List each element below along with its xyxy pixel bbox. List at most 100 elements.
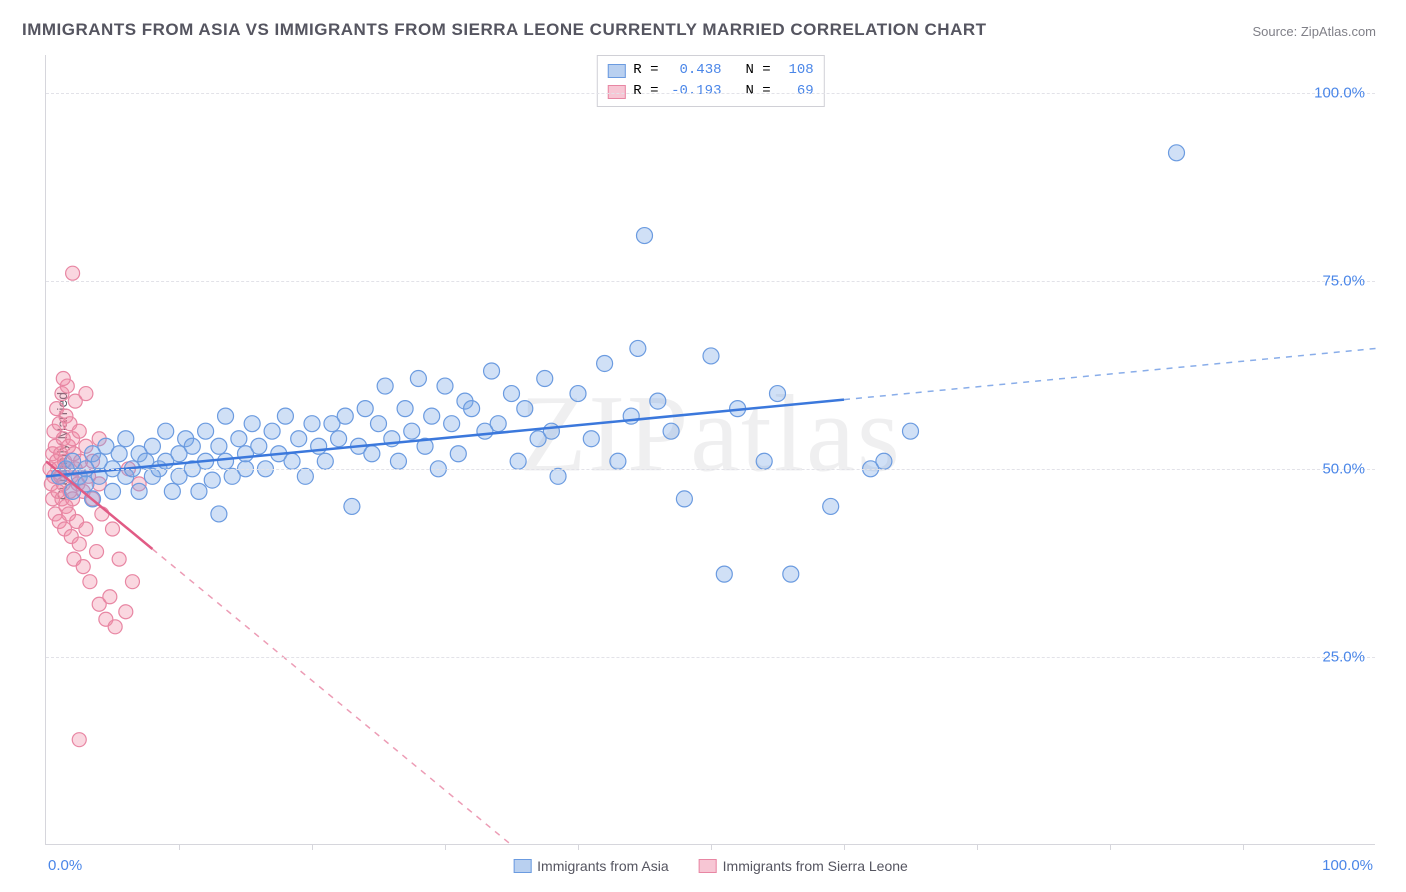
scatter-point (277, 408, 293, 424)
x-tick (179, 844, 180, 850)
y-tick-label: 25.0% (1322, 648, 1365, 665)
scatter-point (72, 424, 86, 438)
correlation-legend: R = 0.438 N = 108 R = -0.193 N = 69 (596, 55, 824, 107)
scatter-point (1169, 145, 1185, 161)
x-tick (1110, 844, 1111, 850)
scatter-point (823, 498, 839, 514)
scatter-point (79, 387, 93, 401)
scatter-point (106, 522, 120, 536)
scatter-point (703, 348, 719, 364)
scatter-point (284, 453, 300, 469)
corr-row-sierra-leone: R = -0.193 N = 69 (607, 81, 813, 102)
scatter-point (164, 483, 180, 499)
scatter-point (364, 446, 380, 462)
scatter-point (876, 453, 892, 469)
swatch-asia (607, 64, 625, 78)
scatter-point (464, 401, 480, 417)
gridline-h (46, 281, 1375, 282)
scatter-point (404, 423, 420, 439)
chart-svg (46, 55, 1375, 844)
legend-swatch-asia (513, 859, 531, 873)
swatch-sierra-leone (607, 85, 625, 99)
scatter-point (144, 438, 160, 454)
scatter-point (72, 537, 86, 551)
y-tick-label: 100.0% (1314, 84, 1365, 101)
scatter-point (95, 507, 109, 521)
n-prefix: N = (746, 60, 771, 81)
legend-item-sierra-leone: Immigrants from Sierra Leone (699, 858, 908, 874)
scatter-point (103, 590, 117, 604)
scatter-point (357, 401, 373, 417)
trend-line-dashed (844, 348, 1376, 399)
gridline-h (46, 93, 1375, 94)
scatter-point (244, 416, 260, 432)
source-label: Source: ZipAtlas.com (1252, 24, 1376, 39)
scatter-point (510, 453, 526, 469)
scatter-point (630, 340, 646, 356)
scatter-point (191, 483, 207, 499)
scatter-point (490, 416, 506, 432)
legend-item-asia: Immigrants from Asia (513, 858, 668, 874)
scatter-point (198, 423, 214, 439)
corr-row-asia: R = 0.438 N = 108 (607, 60, 813, 81)
scatter-point (204, 472, 220, 488)
scatter-point (125, 575, 139, 589)
scatter-point (304, 416, 320, 432)
scatter-point (756, 453, 772, 469)
scatter-point (390, 453, 406, 469)
scatter-point (218, 408, 234, 424)
scatter-point (317, 453, 333, 469)
r-value-sierra-leone: -0.193 (667, 81, 722, 102)
trend-line-dashed (152, 549, 511, 845)
legend-label-asia: Immigrants from Asia (537, 858, 668, 874)
scatter-point (650, 393, 666, 409)
legend-label-sierra-leone: Immigrants from Sierra Leone (723, 858, 908, 874)
scatter-point (79, 522, 93, 536)
scatter-point (550, 468, 566, 484)
scatter-point (291, 431, 307, 447)
scatter-point (72, 733, 86, 747)
scatter-point (537, 371, 553, 387)
x-tick (711, 844, 712, 850)
scatter-point (437, 378, 453, 394)
bottom-legend: Immigrants from Asia Immigrants from Sie… (513, 858, 908, 874)
gridline-h (46, 657, 1375, 658)
scatter-point (903, 423, 919, 439)
scatter-point (597, 355, 613, 371)
scatter-point (637, 228, 653, 244)
scatter-point (66, 266, 80, 280)
scatter-point (158, 423, 174, 439)
n-prefix: N = (746, 81, 771, 102)
x-start-label: 0.0% (48, 857, 82, 874)
scatter-point (450, 446, 466, 462)
x-end-label: 100.0% (1322, 857, 1373, 874)
x-tick (1243, 844, 1244, 850)
scatter-point (90, 545, 104, 559)
scatter-point (337, 408, 353, 424)
scatter-point (184, 438, 200, 454)
x-tick (578, 844, 579, 850)
scatter-point (377, 378, 393, 394)
scatter-point (484, 363, 500, 379)
gridline-h (46, 469, 1375, 470)
scatter-point (118, 431, 134, 447)
scatter-point (218, 453, 234, 469)
n-value-asia: 108 (779, 60, 814, 81)
scatter-point (112, 552, 126, 566)
scatter-plot: ZIPatlas R = 0.438 N = 108 R = -0.193 N … (45, 55, 1375, 845)
scatter-point (56, 372, 70, 386)
r-value-asia: 0.438 (667, 60, 722, 81)
scatter-point (211, 438, 227, 454)
scatter-point (770, 386, 786, 402)
scatter-point (676, 491, 692, 507)
scatter-point (444, 416, 460, 432)
scatter-point (108, 620, 122, 634)
n-value-sierra-leone: 69 (779, 81, 814, 102)
scatter-point (517, 401, 533, 417)
scatter-point (583, 431, 599, 447)
scatter-point (504, 386, 520, 402)
y-tick-label: 50.0% (1322, 460, 1365, 477)
scatter-point (297, 468, 313, 484)
scatter-point (344, 498, 360, 514)
x-tick (445, 844, 446, 850)
